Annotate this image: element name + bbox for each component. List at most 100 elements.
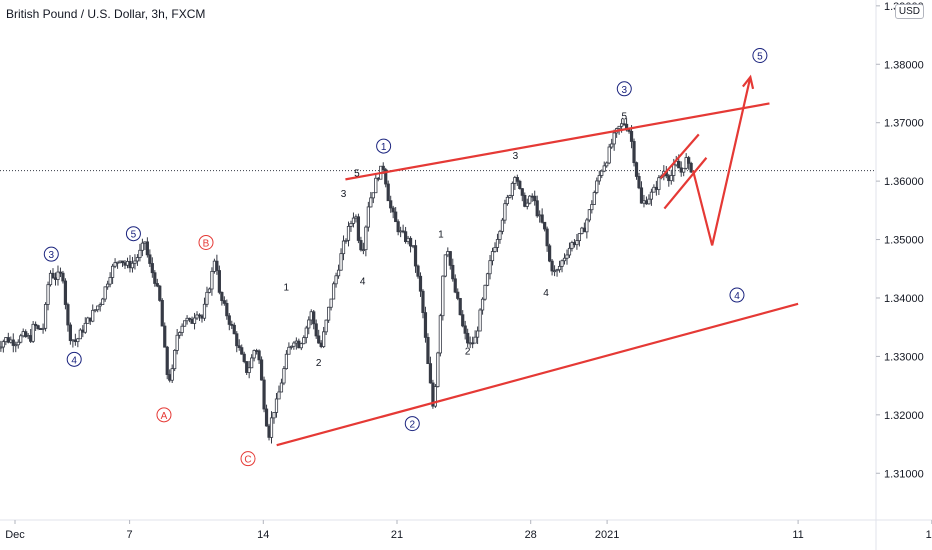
candle-body <box>334 275 338 285</box>
candle-body <box>689 162 693 173</box>
candle-body <box>309 311 313 321</box>
wave-label: 4 <box>360 276 366 287</box>
candle-body <box>642 200 646 204</box>
candle-body <box>669 175 673 182</box>
candle-body <box>185 317 189 322</box>
candle-body <box>448 251 452 266</box>
candle-body <box>639 187 644 204</box>
candle-body <box>103 286 107 300</box>
candle-body <box>150 263 154 274</box>
candle-body <box>88 317 92 322</box>
candle-body <box>317 335 321 344</box>
candle-body <box>421 290 425 313</box>
candle-body <box>324 319 328 333</box>
candle-body <box>269 417 274 438</box>
currency-badge[interactable]: USD <box>894 4 924 19</box>
candle-body <box>4 337 8 343</box>
wave-label: 2 <box>465 347 471 358</box>
candle-body <box>302 337 306 345</box>
candle-body <box>307 319 311 329</box>
candle-body <box>294 340 298 344</box>
candle-body <box>178 332 182 336</box>
candle-body <box>528 195 532 204</box>
candle-body <box>272 411 276 419</box>
wave-label-circle <box>43 246 59 262</box>
candle-body <box>24 331 28 338</box>
candle-body <box>58 271 63 274</box>
wave-label: 2 <box>316 358 322 369</box>
candle-body <box>225 302 229 317</box>
candle-body <box>187 317 192 320</box>
candle-body <box>386 183 390 202</box>
candle-body <box>53 277 58 280</box>
wave-label: 5 <box>757 52 763 63</box>
candle-body <box>160 300 164 327</box>
candle-body <box>587 209 591 221</box>
candle-body <box>195 314 199 319</box>
candle-body <box>495 239 500 248</box>
wave-label-circle <box>240 451 256 467</box>
candle-body <box>428 363 433 384</box>
trend-line <box>663 157 708 210</box>
candle-body <box>259 359 264 381</box>
candle-body <box>359 240 363 251</box>
candle-body <box>96 305 100 311</box>
candle-body <box>580 227 584 234</box>
candle-body <box>346 226 351 241</box>
candle-body <box>331 283 336 300</box>
candle-body <box>466 332 470 344</box>
candle-body <box>533 195 537 202</box>
candle-body <box>235 333 239 347</box>
wave-label-circle <box>752 48 768 64</box>
candle-body <box>145 241 149 256</box>
candle-body <box>607 146 611 164</box>
candle-body <box>349 223 353 227</box>
wave-label-circle <box>198 234 214 250</box>
candle-body <box>319 342 323 348</box>
wave-label: 1 <box>438 230 444 241</box>
wave-label: A <box>161 411 168 422</box>
wave-label: 5 <box>354 168 360 179</box>
candle-body <box>299 343 303 349</box>
candle-body <box>336 269 341 277</box>
candle-body <box>120 260 125 264</box>
chart-title: British Pound / U.S. Dollar, 3h, FXCM <box>6 7 206 21</box>
candle-body <box>175 334 179 351</box>
candle-body <box>644 200 649 205</box>
wave-label: 5 <box>622 112 628 123</box>
candle-body <box>366 206 370 228</box>
candle-body <box>289 345 293 348</box>
candle-body <box>490 251 495 262</box>
candle-body <box>548 245 552 262</box>
wave-label: C <box>244 455 251 466</box>
candle-body <box>423 312 428 338</box>
candle-body <box>620 123 624 127</box>
candle-body <box>242 353 246 362</box>
candle-body <box>68 324 72 341</box>
candle-body <box>210 271 214 290</box>
candle-body <box>520 188 524 196</box>
candle-body <box>279 382 284 393</box>
candle-body <box>649 191 654 200</box>
candle-body <box>11 339 15 346</box>
candle-body <box>503 203 507 221</box>
x-tick-label: Dec <box>5 529 25 541</box>
candle-body <box>314 323 318 337</box>
candle-body <box>443 254 447 277</box>
candle-body <box>339 253 343 271</box>
candle-body <box>610 143 614 148</box>
candle-body <box>108 277 112 285</box>
y-tick-label: 1.35000 <box>884 235 924 247</box>
candle-body <box>170 368 174 381</box>
y-tick-label: 1.33000 <box>884 351 924 363</box>
candle-body <box>240 347 244 355</box>
projection-arrow-head <box>742 74 755 90</box>
candle-body <box>168 374 172 381</box>
candle-body <box>550 260 554 272</box>
wave-label: B <box>203 238 210 249</box>
candle-body <box>627 129 631 132</box>
candle-body <box>582 227 586 233</box>
candle-body <box>413 245 418 267</box>
candle-body <box>81 329 85 333</box>
